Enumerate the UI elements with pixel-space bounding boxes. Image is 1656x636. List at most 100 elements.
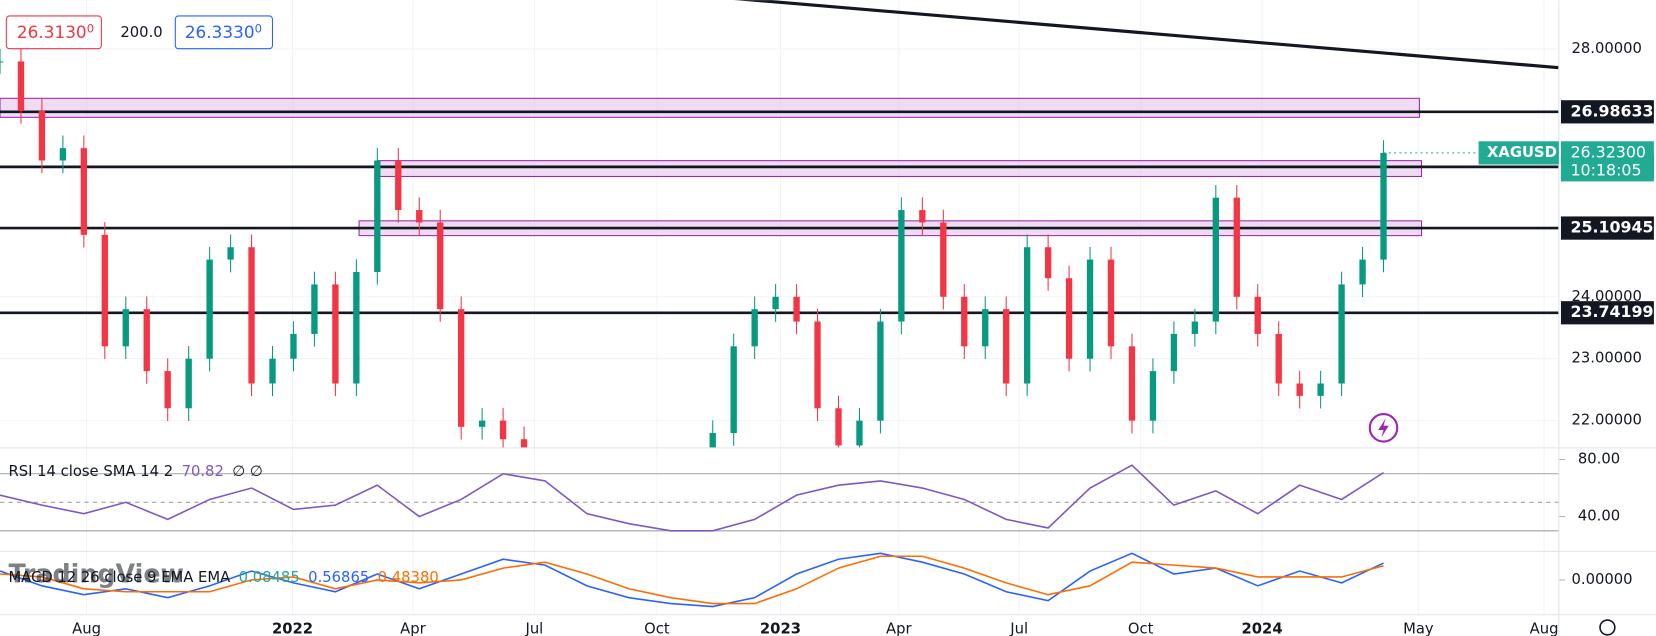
candle-body: [122, 309, 129, 347]
rsi-value: 70.82: [182, 463, 224, 480]
candle-body: [185, 358, 192, 409]
candle-body: [458, 309, 465, 427]
candle-body: [38, 110, 46, 161]
alert-icon[interactable]: [1368, 413, 1399, 443]
candle-body: [1065, 278, 1073, 359]
level-label-box: [1560, 216, 1654, 240]
signal-line: [0, 555, 1384, 605]
candle-body: [919, 210, 926, 223]
level-label-box: [1560, 301, 1654, 325]
candle-body: [478, 420, 486, 427]
candle-body: [0, 61, 4, 63]
macd-tick-label: 0.00000: [1572, 571, 1633, 588]
candle-body: [499, 420, 507, 440]
rsi-tick-label: 80.00: [1578, 451, 1620, 468]
ask: 26.33300: [185, 21, 262, 42]
bid-small: 0: [87, 21, 94, 35]
macd-value: 0.56865: [308, 569, 369, 586]
candle-body: [1191, 321, 1199, 334]
candle-body: [1254, 296, 1261, 334]
candle-body: [1128, 346, 1136, 421]
spread: 200.0: [120, 24, 162, 41]
macd-pane: MACD 12 26 close 9 EMA EMA 0.08485 0.56865…: [0, 552, 1384, 608]
candle-body: [290, 333, 297, 359]
lightning: [1378, 418, 1389, 438]
macd-hist: 0.08485: [239, 569, 300, 586]
candle-body: [1275, 333, 1282, 384]
candle-body: [709, 433, 716, 448]
time-label: Aug: [72, 621, 101, 636]
rsi-legend: RSI 14 close SMA 14 2 70.82 ∅ ∅: [8, 463, 262, 480]
candle-body: [1233, 197, 1240, 297]
candle-body: [877, 321, 884, 421]
candle-body: [1317, 383, 1324, 396]
settings-icon[interactable]: [1599, 619, 1616, 636]
time-label: 2024: [1242, 621, 1283, 636]
time-label: Jul: [524, 621, 543, 636]
candle-body: [961, 296, 968, 347]
rsi-pane: RSI 14 close SMA 14 2 70.82 ∅ ∅: [0, 463, 1559, 532]
candle-body: [437, 222, 444, 310]
candle-body: [751, 309, 758, 347]
bid: 26.31300: [17, 21, 94, 42]
legend: 26.31300 200.0 26.33300: [5, 15, 274, 50]
candle-body: [353, 272, 360, 384]
time-label: 2022: [272, 621, 313, 636]
time-label: Oct: [1128, 621, 1154, 636]
countdown: 10:18:05: [1570, 160, 1641, 179]
candle-body: [332, 284, 339, 384]
candle-body: [59, 148, 67, 161]
macd-legend: MACD 12 26 close 9 EMA EMA 0.08485 0.56865…: [8, 569, 438, 586]
candle-body: [1338, 284, 1345, 384]
bid-box[interactable]: [5, 15, 102, 50]
price-tick-label: 24.00000: [1572, 288, 1642, 305]
candle-body: [1003, 309, 1010, 384]
candle-body: [1170, 333, 1178, 372]
price-tick-label: 28.00000: [1572, 40, 1642, 57]
candle-body: [101, 234, 108, 347]
candle-body: [982, 309, 989, 347]
time-label: Apr: [886, 621, 912, 636]
price-tick-label: 22.00000: [1572, 412, 1642, 429]
candle-body: [730, 346, 737, 434]
candle-body: [395, 160, 402, 211]
macd-label: MACD 12 26 close 9 EMA EMA: [8, 569, 230, 586]
signal-value: 0.48380: [378, 569, 439, 586]
candle-body: [143, 309, 150, 372]
candle-body: [1359, 259, 1366, 285]
candle-body: [311, 284, 318, 334]
watermark: TradingView: [8, 559, 183, 589]
candle-body: [1296, 383, 1303, 396]
candle-body: [227, 247, 234, 260]
candle-body: [164, 371, 171, 409]
time-label: 2023: [760, 621, 801, 636]
candle-body: [898, 210, 905, 322]
time-label: Jul: [1009, 621, 1028, 636]
current-price: 26.32300: [1570, 142, 1646, 161]
candle-body: [1023, 247, 1031, 384]
candle-body: [80, 148, 88, 235]
time-label: May: [1403, 621, 1434, 636]
current-price-box: [1560, 141, 1654, 182]
level-label: 26.98633: [1570, 101, 1653, 120]
time-label: Aug: [1530, 621, 1559, 636]
candle-body: [856, 420, 863, 446]
candle-body: [1086, 259, 1094, 359]
candle-body: [772, 296, 779, 310]
candle-body: [248, 247, 255, 384]
candle-body: [1044, 247, 1052, 279]
price-tick-label: 23.00000: [1572, 350, 1642, 367]
rsi-tick-label: 40.00: [1578, 508, 1620, 525]
candle-body: [1212, 197, 1219, 322]
symbol-box[interactable]: [1478, 141, 1559, 165]
symbol: XAGUSD: [1487, 144, 1557, 161]
ask-box[interactable]: [174, 15, 274, 50]
candle-body: [835, 408, 842, 446]
rsi-extra: ∅ ∅: [232, 463, 262, 480]
candle-body: [374, 160, 381, 273]
level-label-box: [1560, 100, 1654, 124]
candle-body: [206, 259, 213, 359]
